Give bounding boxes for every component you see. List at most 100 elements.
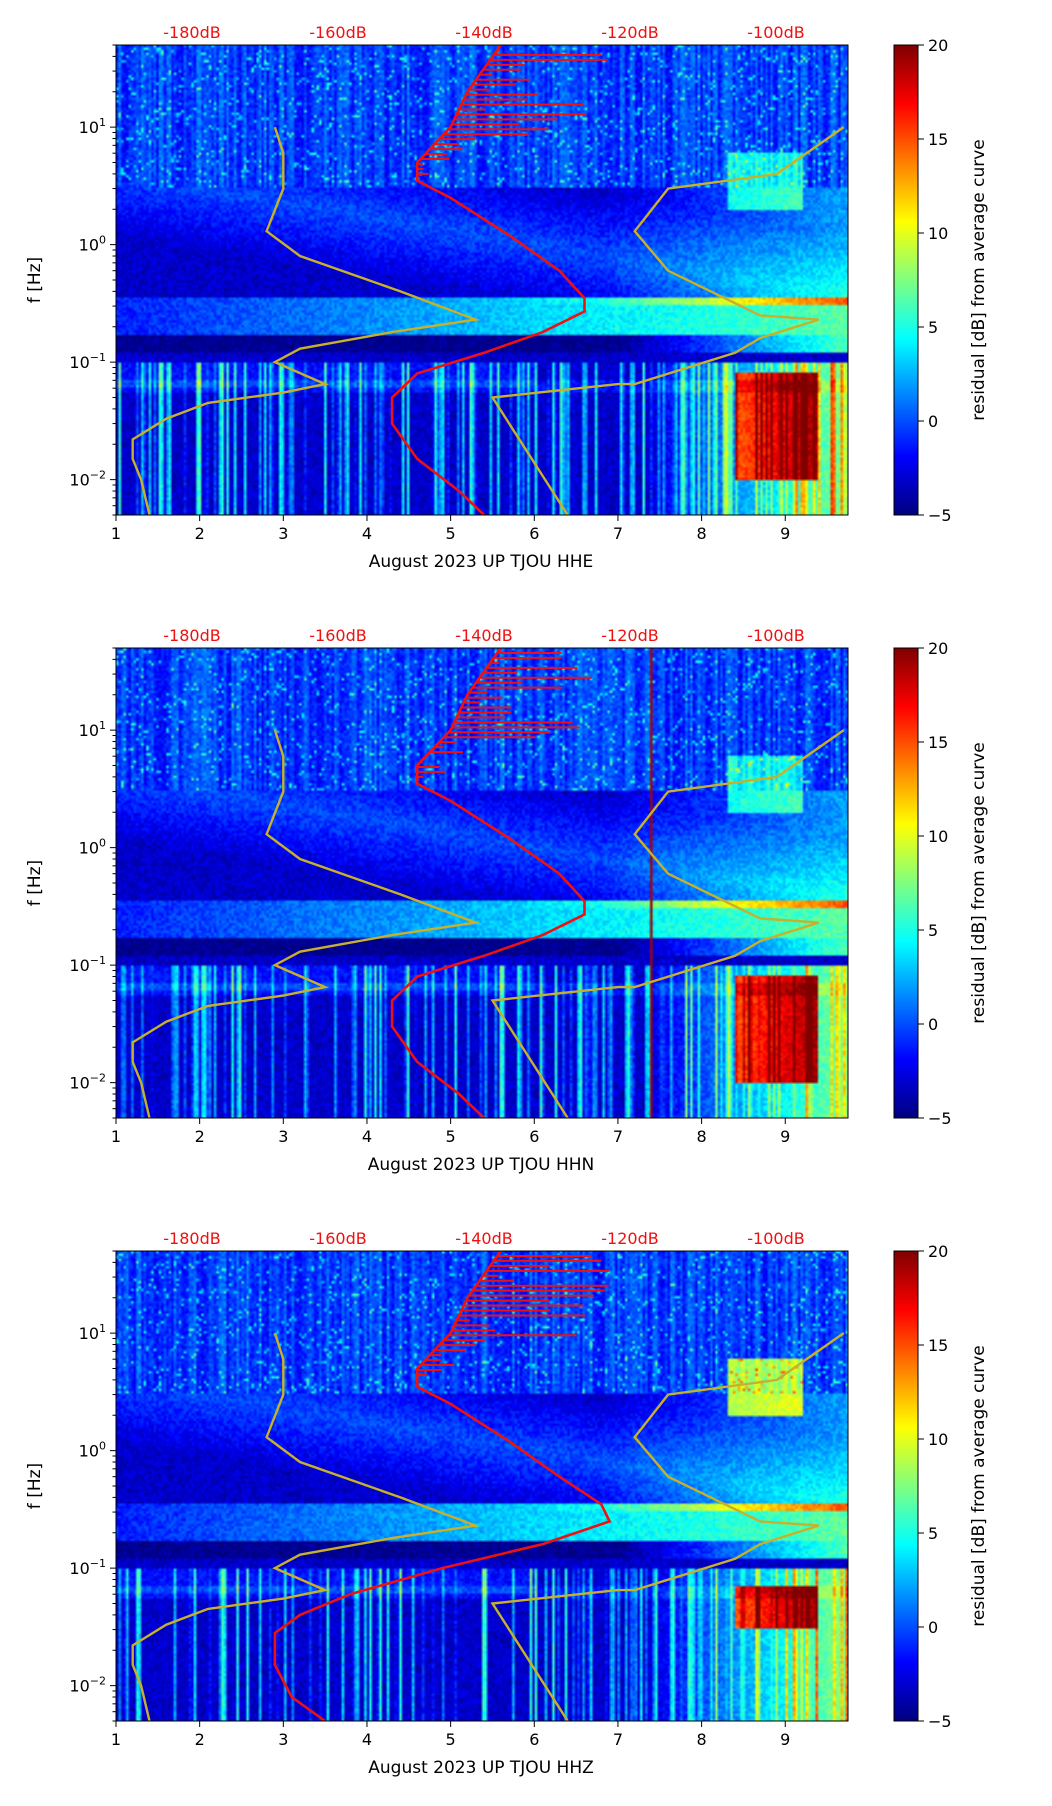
- x-tick-label: 4: [362, 524, 372, 543]
- y-tick-label: 100: [79, 234, 106, 255]
- y-tick-exponent: 0: [99, 837, 106, 850]
- y-tick-label: 10−1: [69, 1557, 106, 1578]
- colorbar-tick-label: 10: [928, 827, 948, 846]
- colorbar-tick-label: 20: [928, 639, 948, 658]
- x-tick-label: 1: [111, 1127, 121, 1146]
- y-tick-label: 10−2: [69, 1675, 106, 1696]
- db-label: -140dB: [455, 626, 512, 645]
- noise-curve: [390, 45, 586, 515]
- colorbar-tick-label: 20: [928, 36, 948, 55]
- x-tick-label: 6: [529, 1730, 539, 1749]
- db-label: -160dB: [309, 23, 366, 42]
- db-label: -140dB: [455, 23, 512, 42]
- colorbar: [893, 44, 919, 516]
- y-tick-label: 100: [79, 1440, 106, 1461]
- db-label: -100dB: [747, 23, 804, 42]
- colorbar-tick-label: 0: [928, 412, 938, 431]
- db-label: -120dB: [601, 23, 658, 42]
- x-tick-label: 1: [111, 1730, 121, 1749]
- high-noise-model-line: [490, 126, 845, 515]
- db-label: -120dB: [601, 626, 658, 645]
- y-tick-exponent: −2: [90, 1675, 106, 1688]
- x-tick-label: 2: [195, 1730, 205, 1749]
- db-label: -180dB: [163, 626, 220, 645]
- colorbar-label: residual [dB] from average curve: [969, 742, 989, 1023]
- spectrogram: [116, 1251, 848, 1721]
- y-tick-exponent: 1: [99, 116, 106, 129]
- colorbar-tick-label: 10: [928, 224, 948, 243]
- x-tick-label: 3: [278, 1730, 288, 1749]
- y-tick-label: 10−2: [69, 1072, 106, 1093]
- colorbar-tick-label: −5: [928, 506, 952, 525]
- db-label: -120dB: [601, 1229, 658, 1248]
- colorbar-tick-label: 15: [928, 733, 948, 752]
- x-tick-label: 7: [613, 1730, 623, 1749]
- y-tick-exponent: −2: [90, 1072, 106, 1085]
- x-tick-label: 1: [111, 524, 121, 543]
- spectrogram: [116, 648, 848, 1118]
- colorbar-tick-label: 5: [928, 318, 938, 337]
- colorbar-tick-label: 5: [928, 1524, 938, 1543]
- x-tick-label: 3: [278, 524, 288, 543]
- colorbar-tick-label: 20: [928, 1242, 948, 1261]
- colorbar: [893, 647, 919, 1119]
- y-tick-label: 10−1: [69, 351, 106, 372]
- y-tick-exponent: −1: [90, 1557, 106, 1570]
- low-noise-model-line: [131, 126, 481, 515]
- colorbar-tick-label: 5: [928, 921, 938, 940]
- y-axis-label: f [Hz]: [25, 860, 45, 906]
- colorbar-label: residual [dB] from average curve: [969, 1345, 989, 1626]
- y-tick-label: 10−2: [69, 469, 106, 490]
- y-tick-exponent: −2: [90, 469, 106, 482]
- db-label: -140dB: [455, 1229, 512, 1248]
- colorbar-tick-label: 0: [928, 1618, 938, 1637]
- colorbar-tick-label: 10: [928, 1430, 948, 1449]
- x-tick-label: 3: [278, 1127, 288, 1146]
- y-tick-label: 10−1: [69, 954, 106, 975]
- x-tick-label: 5: [446, 1127, 456, 1146]
- db-label: -100dB: [747, 1229, 804, 1248]
- x-tick-label: 6: [529, 524, 539, 543]
- noise-curve-spikes: [417, 1254, 609, 1381]
- x-tick-label: 8: [697, 1730, 707, 1749]
- y-axis-label: f [Hz]: [25, 257, 45, 303]
- x-tick-label: 5: [446, 1730, 456, 1749]
- db-label: -180dB: [163, 23, 220, 42]
- x-axis-label: August 2023 UP TJOU HHE: [369, 552, 594, 572]
- noise-curve: [273, 1251, 612, 1721]
- x-tick-label: 2: [195, 524, 205, 543]
- x-tick-label: 9: [780, 524, 790, 543]
- x-tick-label: 8: [697, 1127, 707, 1146]
- y-tick-exponent: −1: [90, 351, 106, 364]
- x-axis-label: August 2023 UP TJOU HHN: [368, 1155, 595, 1175]
- x-tick-label: 9: [780, 1127, 790, 1146]
- colorbar-tick-label: 15: [928, 130, 948, 149]
- noise-curve-spikes: [417, 651, 592, 778]
- x-tick-label: 7: [613, 1127, 623, 1146]
- x-axis-label: August 2023 UP TJOU HHZ: [368, 1758, 594, 1778]
- low-noise-model-line: [131, 1332, 481, 1721]
- x-tick-label: 7: [613, 524, 623, 543]
- spectrogram: [116, 45, 848, 515]
- x-tick-label: 6: [529, 1127, 539, 1146]
- colorbar-tick-label: 15: [928, 1336, 948, 1355]
- y-tick-exponent: 1: [99, 719, 106, 732]
- high-noise-model-line: [490, 1332, 845, 1721]
- colorbar: [893, 1250, 919, 1722]
- low-noise-model-line: [131, 729, 481, 1118]
- y-tick-exponent: −1: [90, 954, 106, 967]
- y-axis-label: f [Hz]: [25, 1463, 45, 1509]
- colorbar-tick-label: −5: [928, 1712, 952, 1731]
- y-tick-label: 101: [79, 116, 106, 137]
- noise-curve: [390, 648, 586, 1118]
- colorbar-tick-label: 0: [928, 1015, 938, 1034]
- db-label: -100dB: [747, 626, 804, 645]
- y-tick-exponent: 1: [99, 1322, 106, 1335]
- y-tick-label: 100: [79, 837, 106, 858]
- high-noise-model-line: [490, 729, 845, 1118]
- y-tick-exponent: 0: [99, 1440, 106, 1453]
